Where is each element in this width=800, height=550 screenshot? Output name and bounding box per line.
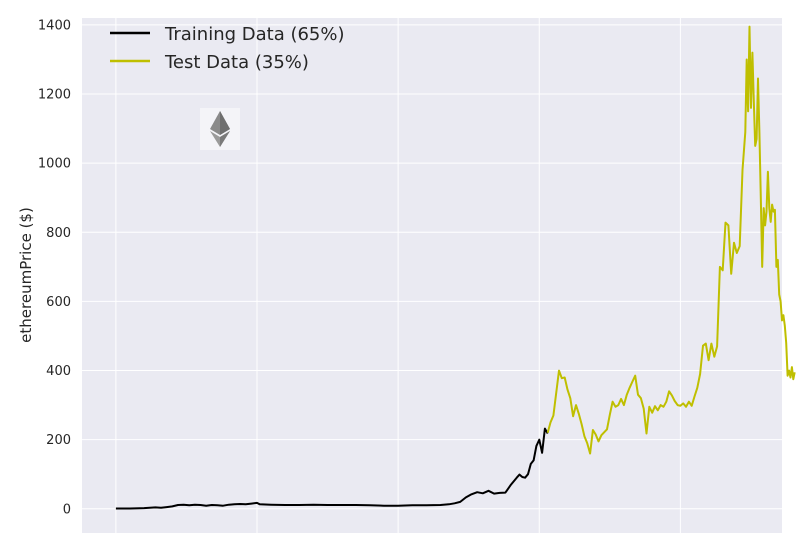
plot-background — [82, 18, 782, 533]
series-line-test — [546, 25, 796, 455]
y-axis-label: ethereumPrice ($) — [17, 207, 35, 343]
legend-label-test: Test Data (35%) — [164, 52, 309, 73]
y-tick-label: 600 — [46, 295, 71, 310]
series-layer — [115, 25, 796, 510]
y-axis-ticks: 0 200 400 600 800 1000 1200 1400 — [38, 18, 71, 517]
grid — [82, 18, 782, 533]
ethereum-diamond-icon — [200, 108, 240, 150]
y-tick-label: 400 — [46, 364, 71, 379]
y-tick-label: 800 — [46, 226, 71, 241]
y-tick-label: 200 — [46, 433, 71, 448]
legend: Training Data (65%) Test Data (35%) — [110, 24, 345, 73]
legend-label-training: Training Data (65%) — [164, 24, 345, 45]
y-tick-label: 1000 — [38, 157, 71, 172]
series-line-training — [115, 427, 549, 510]
y-tick-label: 0 — [63, 502, 71, 517]
y-tick-label: 1200 — [38, 88, 71, 103]
y-tick-label: 1400 — [38, 18, 71, 33]
